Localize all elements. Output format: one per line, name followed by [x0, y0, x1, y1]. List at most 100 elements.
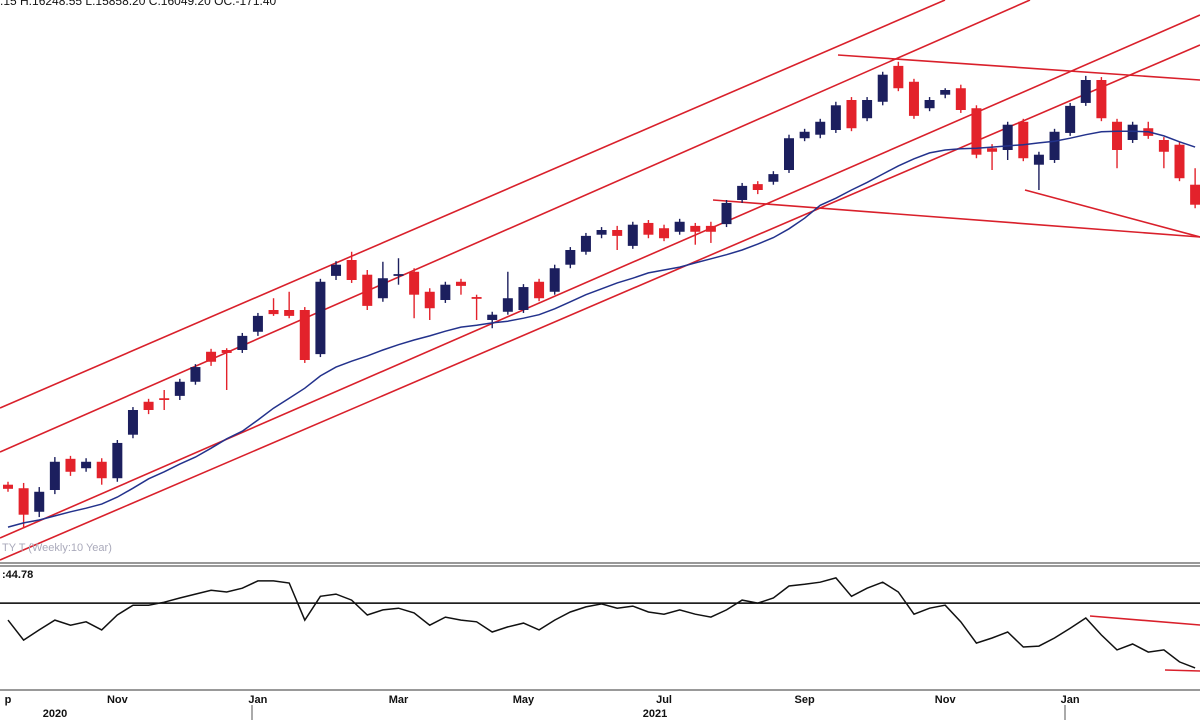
candle-body — [893, 65, 904, 89]
candle-body — [34, 491, 45, 512]
candle-body — [393, 274, 404, 276]
candle-body — [721, 202, 732, 225]
x-tick-label: Sep — [795, 694, 815, 706]
trend-lines — [0, 0, 1200, 672]
candle-body — [299, 310, 310, 360]
x-tick-label: May — [513, 694, 535, 706]
candle-body — [877, 74, 888, 102]
candle-body — [3, 484, 13, 489]
year-label: 2020 — [43, 708, 67, 720]
trend-line — [837, 54, 1200, 81]
candle-body — [206, 351, 217, 362]
candle-body — [580, 235, 591, 252]
trend-line — [1024, 189, 1200, 238]
candle-body — [565, 250, 576, 265]
candle-body — [268, 310, 279, 315]
trend-line — [1089, 615, 1200, 626]
candle-body — [143, 401, 154, 410]
candle-body — [81, 461, 92, 469]
candle-body — [424, 291, 435, 309]
candle-body — [659, 228, 670, 239]
candle-body — [96, 461, 107, 479]
x-tick-label: Jan — [1061, 694, 1080, 706]
candle-body — [1002, 124, 1013, 150]
candle-body — [1049, 131, 1060, 160]
candle-body — [221, 350, 232, 353]
x-tick-label: Mar — [389, 694, 409, 706]
candle-body — [1112, 121, 1123, 150]
candle-body — [65, 458, 76, 472]
candle-body — [237, 335, 248, 350]
candle-body — [908, 81, 919, 116]
moving-average — [7, 130, 1196, 528]
candle-body — [112, 442, 123, 479]
candle-body — [815, 121, 826, 135]
candle-body — [502, 298, 513, 312]
candle-body — [1018, 121, 1029, 159]
candle-body — [752, 184, 763, 190]
channel-line — [0, 0, 1031, 453]
candle-body — [768, 174, 779, 182]
x-tick-label: Nov — [935, 694, 957, 706]
candle-body — [955, 88, 966, 110]
header: .15 H:16248.55 L:15858.20 C:16049.20 OC:… — [0, 0, 277, 8]
candle-body — [190, 367, 201, 382]
candle-body — [440, 284, 451, 300]
x-tick-label: Jan — [248, 694, 267, 706]
candle-body — [971, 108, 982, 155]
candle-body — [49, 461, 60, 490]
x-tick-label: Jul — [656, 694, 672, 706]
candle-body — [487, 314, 498, 320]
candle-body — [471, 297, 482, 299]
candle-body — [690, 225, 701, 232]
candle-body — [1033, 154, 1044, 165]
candle-body — [627, 224, 638, 246]
candle-body — [596, 230, 607, 235]
candle-body — [1190, 184, 1200, 205]
candle-body — [377, 278, 388, 299]
candle-body — [1096, 80, 1107, 119]
candle-body — [1127, 124, 1138, 140]
candle-body — [174, 381, 185, 396]
candle-body — [159, 398, 170, 400]
candle-body — [315, 281, 326, 355]
candle-body — [1174, 144, 1185, 179]
indicator-label: :44.78 — [2, 569, 33, 581]
candle-body — [643, 222, 654, 235]
candle-body — [284, 310, 295, 316]
candle-body — [705, 225, 716, 232]
year-label: 2021 — [643, 708, 667, 720]
channel-line — [0, 44, 1200, 561]
candle-body — [534, 281, 545, 299]
x-tick-label: Nov — [107, 694, 129, 706]
channel-line — [0, 0, 946, 409]
candle-body — [799, 131, 810, 139]
candle-body — [674, 221, 685, 232]
candle-body — [862, 100, 873, 119]
candle-body — [1158, 140, 1169, 152]
candle-body — [362, 274, 373, 306]
candle-body — [612, 230, 623, 236]
trend-line — [712, 199, 1200, 238]
candle-body — [1080, 80, 1091, 103]
candle-body — [549, 268, 560, 292]
trend-line — [1164, 669, 1200, 672]
candle-body — [331, 264, 342, 276]
candle-body — [127, 410, 138, 435]
candle-body — [346, 260, 357, 280]
candle-body — [455, 281, 466, 286]
candle-body — [784, 138, 794, 170]
candle-body — [830, 105, 841, 130]
candle-body — [737, 185, 748, 200]
footnote: TY T (Weekly:10 Year) — [2, 542, 112, 554]
channel-line — [0, 14, 1200, 539]
candle-body — [846, 100, 857, 129]
candle-body — [518, 287, 529, 310]
candle-body — [1065, 105, 1076, 133]
candle-body — [987, 148, 998, 152]
candle-body — [409, 271, 420, 295]
indicator-line — [7, 577, 1196, 669]
